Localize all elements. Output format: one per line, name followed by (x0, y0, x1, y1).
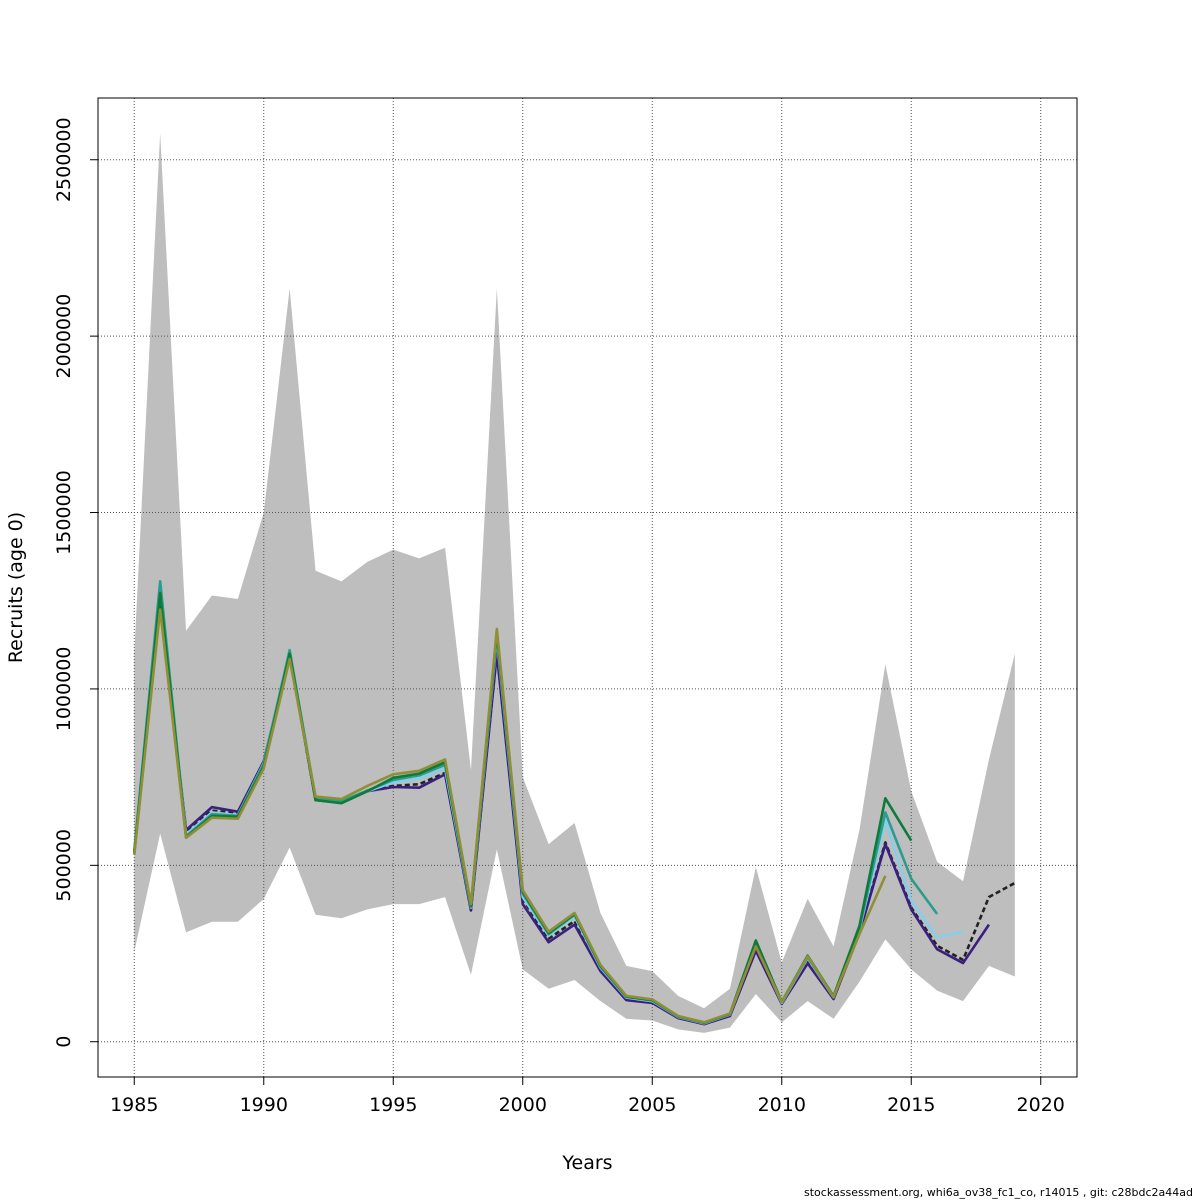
x-tick-label: 2000 (499, 1094, 547, 1116)
x-tick-label: 2005 (628, 1094, 676, 1116)
x-tick-label: 2020 (1017, 1094, 1065, 1116)
confidence-band (134, 133, 1015, 1033)
x-tick-label: 1990 (240, 1094, 288, 1116)
series-lines (132, 580, 1016, 1026)
confidence-band-area (134, 133, 1015, 1033)
y-tick-label: 2500000 (53, 117, 75, 202)
x-tick-label: 1985 (110, 1094, 158, 1116)
grid-lines (98, 98, 1077, 1077)
y-tick-label: 0 (53, 1036, 75, 1048)
footer-caption: stockassessment.org, whi6a_ov38_fc1_co, … (804, 1186, 1193, 1199)
y-axis-label: Recruits (age 0) (5, 512, 27, 663)
x-tick-label: 1995 (369, 1094, 417, 1116)
x-axis-label: Years (561, 1152, 612, 1174)
x-tick-label: 2015 (887, 1094, 935, 1116)
y-tick-label: 1000000 (53, 647, 75, 732)
y-tick-label: 2000000 (53, 294, 75, 379)
x-tick-label: 2010 (758, 1094, 806, 1116)
y-tick-label: 1500000 (53, 470, 75, 555)
series-line-6 (132, 608, 887, 1024)
y-tick-label: 500000 (53, 829, 75, 902)
x-axis: 1985 1990 1995 2000 2005 2010 2015 2020 (110, 1077, 1065, 1116)
plot-frame (97, 97, 1078, 1078)
y-axis: 0 500000 1000000 1500000 2000000 2500000 (53, 117, 98, 1048)
